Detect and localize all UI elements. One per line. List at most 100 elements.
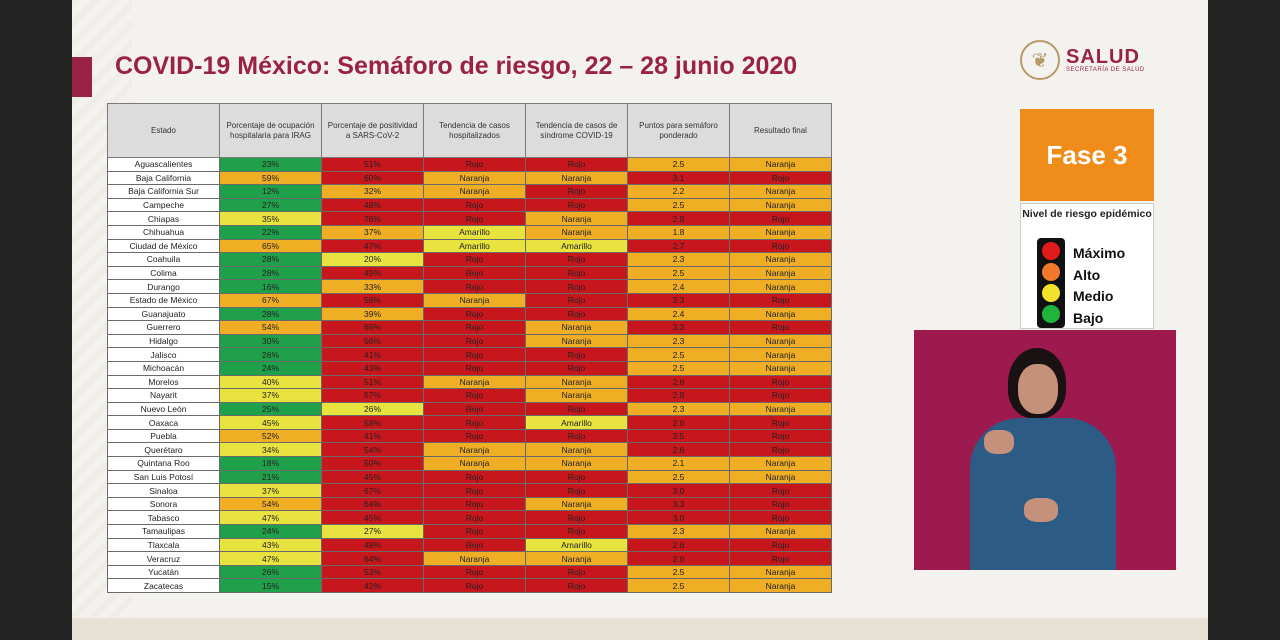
right-letterbox bbox=[1208, 0, 1280, 640]
cell-tendencia-sindrome: Naranja bbox=[525, 374, 628, 390]
cell-resultado: Rojo bbox=[729, 510, 832, 526]
cell-ocupacion: 65% bbox=[219, 238, 322, 254]
cell-tendencia-hosp: Rojo bbox=[423, 211, 526, 226]
table-row: Querétaro 34% 54% Naranja Naranja 2.6 Rojo bbox=[107, 442, 832, 458]
cell-ocupacion: 52% bbox=[219, 428, 322, 444]
cell-tendencia-sindrome: Naranja bbox=[525, 224, 628, 240]
cell-tendencia-sindrome: Rojo bbox=[525, 252, 628, 267]
left-letterbox bbox=[0, 0, 72, 640]
cell-tendencia-sindrome: Naranja bbox=[525, 333, 628, 349]
cell-positividad: 41% bbox=[321, 428, 424, 444]
table-row: Hidalgo 30% 56% Rojo Naranja 2.3 Naranja bbox=[107, 333, 832, 349]
cell-resultado: Rojo bbox=[729, 388, 832, 403]
cell-ocupacion: 28% bbox=[219, 252, 322, 267]
cell-estado: Sonora bbox=[107, 496, 220, 512]
cell-positividad: 27% bbox=[321, 524, 424, 539]
cell-estado: Nuevo León bbox=[107, 401, 220, 417]
cell-tendencia-hosp: Rojo bbox=[423, 279, 526, 294]
risk-label-alto: Alto bbox=[1073, 266, 1101, 283]
cell-tendencia-hosp: Naranja bbox=[423, 374, 526, 390]
cell-positividad: 32% bbox=[321, 184, 424, 199]
cell-resultado: Rojo bbox=[729, 537, 832, 553]
cell-tendencia-sindrome: Naranja bbox=[525, 170, 628, 186]
cell-resultado: Rojo bbox=[729, 551, 832, 566]
cell-tendencia-hosp: Rojo bbox=[423, 496, 526, 512]
cell-puntos: 2.5 bbox=[627, 564, 730, 580]
cell-puntos: 2.6 bbox=[627, 415, 730, 430]
cell-estado: Michoacán bbox=[107, 360, 220, 376]
cell-positividad: 48% bbox=[321, 197, 424, 213]
cell-positividad: 51% bbox=[321, 374, 424, 390]
cell-ocupacion: 67% bbox=[219, 292, 322, 308]
cell-resultado: Rojo bbox=[729, 415, 832, 430]
cell-ocupacion: 28% bbox=[219, 306, 322, 322]
cell-ocupacion: 37% bbox=[219, 483, 322, 498]
cell-estado: Ciudad de México bbox=[107, 238, 220, 254]
cell-tendencia-sindrome: Naranja bbox=[525, 456, 628, 471]
cell-resultado: Naranja bbox=[729, 279, 832, 294]
cell-estado: Campeche bbox=[107, 197, 220, 213]
cell-ocupacion: 21% bbox=[219, 469, 322, 485]
cell-tendencia-hosp: Rojo bbox=[423, 388, 526, 403]
cell-puntos: 2.4 bbox=[627, 279, 730, 294]
table-row: Guanajuato 28% 39% Rojo Rojo 2.4 Naranja bbox=[107, 306, 832, 322]
page-title: COVID-19 México: Semáforo de riesgo, 22 … bbox=[115, 52, 798, 80]
cell-estado: Chiapas bbox=[107, 211, 220, 226]
cell-ocupacion: 35% bbox=[219, 211, 322, 226]
cell-estado: Aguascalientes bbox=[107, 157, 220, 172]
cell-estado: Sinaloa bbox=[107, 483, 220, 498]
cell-tendencia-hosp: Rojo bbox=[423, 252, 526, 267]
cell-tendencia-sindrome: Naranja bbox=[525, 496, 628, 512]
header-ocupacion: Porcentaje de ocupación hospitalaria par… bbox=[219, 103, 322, 158]
cell-resultado: Naranja bbox=[729, 306, 832, 322]
cell-resultado: Naranja bbox=[729, 564, 832, 580]
cell-ocupacion: 28% bbox=[219, 265, 322, 281]
cell-tendencia-hosp: Naranja bbox=[423, 456, 526, 471]
cell-tendencia-sindrome: Naranja bbox=[525, 442, 628, 458]
cell-ocupacion: 59% bbox=[219, 170, 322, 186]
cell-resultado: Naranja bbox=[729, 456, 832, 471]
cell-positividad: 57% bbox=[321, 388, 424, 403]
salud-logo: ❦ SALUD SECRETARÍA DE SALUD bbox=[1020, 40, 1145, 80]
cell-puntos: 2.3 bbox=[627, 524, 730, 539]
cell-puntos: 2.7 bbox=[627, 238, 730, 254]
cell-ocupacion: 22% bbox=[219, 224, 322, 240]
cell-tendencia-hosp: Rojo bbox=[423, 469, 526, 485]
cell-ocupacion: 54% bbox=[219, 320, 322, 335]
cell-tendencia-hosp: Naranja bbox=[423, 292, 526, 308]
cell-positividad: 51% bbox=[321, 157, 424, 172]
cell-tendencia-hosp: Rojo bbox=[423, 510, 526, 526]
cell-estado: Baja California bbox=[107, 170, 220, 186]
cell-positividad: 48% bbox=[321, 537, 424, 553]
cell-positividad: 66% bbox=[321, 320, 424, 335]
mexico-seal-icon: ❦ bbox=[1020, 40, 1060, 80]
cell-tendencia-hosp: Naranja bbox=[423, 184, 526, 199]
cell-tendencia-sindrome: Rojo bbox=[525, 524, 628, 539]
risk-legend-title: Nivel de riesgo epidémico bbox=[1022, 208, 1152, 220]
table-row: Tamaulipas 24% 27% Rojo Rojo 2.3 Naranja bbox=[107, 524, 832, 539]
slide-footer-band bbox=[72, 618, 1208, 640]
cell-tendencia-sindrome: Rojo bbox=[525, 265, 628, 281]
cell-puntos: 2.2 bbox=[627, 184, 730, 199]
lamp-alto bbox=[1042, 263, 1060, 281]
cell-positividad: 56% bbox=[321, 292, 424, 308]
cell-positividad: 49% bbox=[321, 265, 424, 281]
cell-estado: Estado de México bbox=[107, 292, 220, 308]
cell-tendencia-sindrome: Naranja bbox=[525, 211, 628, 226]
cell-resultado: Naranja bbox=[729, 265, 832, 281]
cell-tendencia-hosp: Rojo bbox=[423, 347, 526, 362]
interpreter-hand bbox=[1024, 498, 1058, 522]
cell-estado: Yucatán bbox=[107, 564, 220, 580]
table-row: Sonora 54% 64% Rojo Naranja 3.3 Rojo bbox=[107, 496, 832, 512]
cell-tendencia-sindrome: Rojo bbox=[525, 578, 628, 593]
cell-tendencia-hosp: Rojo bbox=[423, 524, 526, 539]
cell-tendencia-hosp: Rojo bbox=[423, 320, 526, 335]
cell-resultado: Naranja bbox=[729, 578, 832, 593]
title-accent-bar bbox=[72, 57, 92, 97]
cell-puntos: 2.3 bbox=[627, 333, 730, 349]
cell-estado: Baja California Sur bbox=[107, 184, 220, 199]
cell-estado: Colima bbox=[107, 265, 220, 281]
lamp-maximo bbox=[1042, 242, 1060, 260]
cell-positividad: 47% bbox=[321, 238, 424, 254]
cell-estado: Hidalgo bbox=[107, 333, 220, 349]
